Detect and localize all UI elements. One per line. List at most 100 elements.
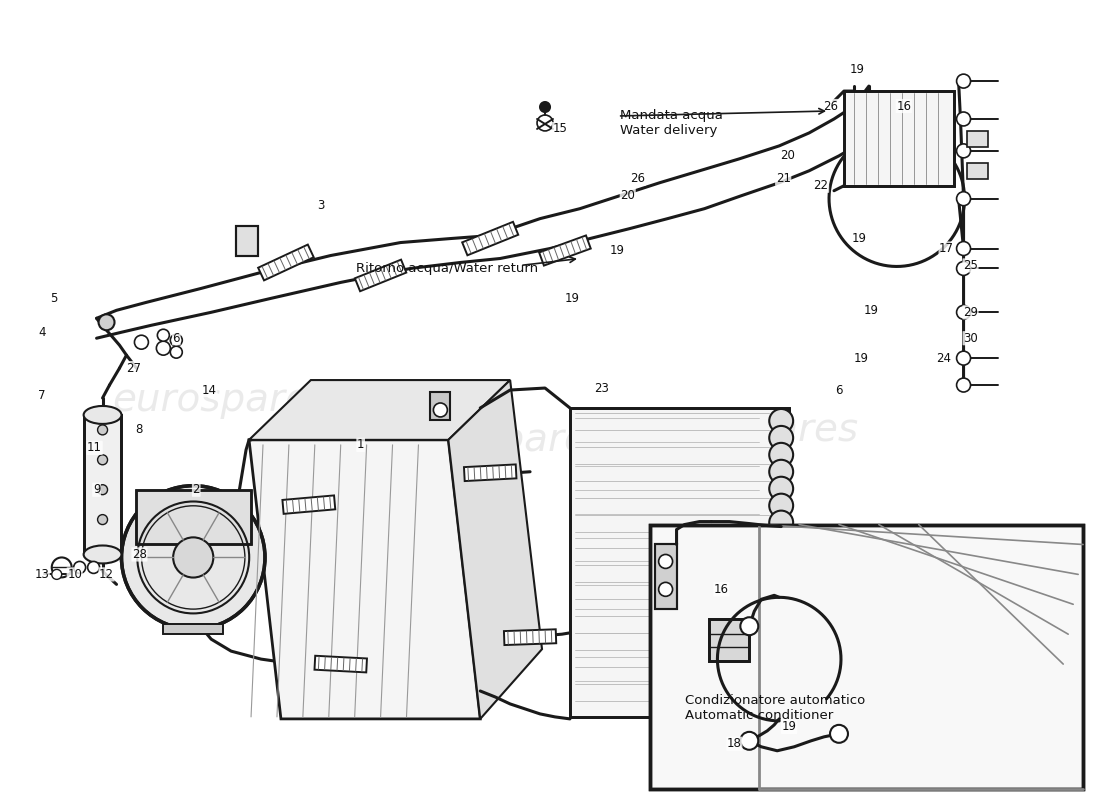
Circle shape <box>173 538 213 578</box>
Polygon shape <box>504 630 557 645</box>
Circle shape <box>769 697 793 721</box>
Circle shape <box>121 486 265 630</box>
Circle shape <box>170 334 183 346</box>
Text: 26: 26 <box>824 99 838 113</box>
Polygon shape <box>315 656 367 673</box>
Polygon shape <box>449 380 542 719</box>
Text: 19: 19 <box>609 244 625 257</box>
Text: 15: 15 <box>552 122 568 135</box>
Circle shape <box>540 102 550 112</box>
Text: 16: 16 <box>714 583 729 596</box>
Circle shape <box>769 578 793 602</box>
Bar <box>236 226 258 255</box>
Circle shape <box>769 409 793 433</box>
Bar <box>844 91 954 186</box>
Circle shape <box>769 426 793 450</box>
Text: 5: 5 <box>50 292 57 305</box>
Circle shape <box>769 494 793 518</box>
Bar <box>654 545 676 610</box>
Polygon shape <box>249 440 481 719</box>
Circle shape <box>52 570 62 579</box>
Bar <box>844 91 954 186</box>
Bar <box>570 408 789 717</box>
Circle shape <box>769 680 793 704</box>
Text: 19: 19 <box>851 232 867 245</box>
Polygon shape <box>539 235 591 266</box>
Text: 19: 19 <box>564 292 580 305</box>
Text: 27: 27 <box>126 362 141 374</box>
Bar <box>967 163 989 178</box>
Text: 26: 26 <box>630 172 646 186</box>
Text: 14: 14 <box>201 383 217 397</box>
Circle shape <box>830 725 848 743</box>
Text: eurospares: eurospares <box>392 421 608 459</box>
Polygon shape <box>464 465 516 481</box>
Circle shape <box>157 330 169 342</box>
Ellipse shape <box>84 406 121 424</box>
Text: 20: 20 <box>620 190 635 202</box>
Circle shape <box>88 562 100 574</box>
Bar <box>84 415 121 554</box>
Circle shape <box>957 112 970 126</box>
Text: 13: 13 <box>34 568 50 581</box>
Polygon shape <box>283 495 336 514</box>
Circle shape <box>957 242 970 255</box>
Circle shape <box>769 545 793 569</box>
Text: eurospares: eurospares <box>640 411 858 449</box>
Circle shape <box>52 558 72 578</box>
Circle shape <box>134 335 148 349</box>
Circle shape <box>98 455 108 465</box>
Circle shape <box>98 514 108 525</box>
Text: 19: 19 <box>864 304 879 317</box>
Text: eurospares: eurospares <box>112 381 330 419</box>
Circle shape <box>769 630 793 653</box>
Text: 10: 10 <box>67 568 82 581</box>
Circle shape <box>99 314 114 330</box>
Ellipse shape <box>84 546 121 563</box>
Text: 17: 17 <box>939 242 954 255</box>
Text: 8: 8 <box>135 423 143 436</box>
Bar <box>163 624 223 634</box>
Bar <box>967 131 989 147</box>
Circle shape <box>957 306 970 319</box>
Text: 18: 18 <box>727 738 741 750</box>
Circle shape <box>156 342 170 355</box>
Circle shape <box>769 646 793 670</box>
Text: 2: 2 <box>192 483 200 496</box>
Text: 12: 12 <box>99 568 114 581</box>
Text: 22: 22 <box>814 179 828 192</box>
Text: 23: 23 <box>594 382 609 394</box>
Text: 9: 9 <box>92 483 100 496</box>
Bar <box>654 545 676 610</box>
Bar <box>136 490 251 545</box>
Text: 6: 6 <box>173 332 180 345</box>
Text: 3: 3 <box>317 199 324 212</box>
Text: 4: 4 <box>39 326 45 338</box>
Text: 21: 21 <box>776 172 791 186</box>
Circle shape <box>957 74 970 88</box>
Circle shape <box>769 595 793 619</box>
Circle shape <box>769 663 793 687</box>
Bar <box>710 619 749 661</box>
Circle shape <box>769 612 793 636</box>
Bar <box>710 619 749 661</box>
Circle shape <box>659 554 672 569</box>
Circle shape <box>98 485 108 494</box>
Circle shape <box>769 460 793 484</box>
Bar <box>136 490 251 545</box>
Text: 6: 6 <box>835 383 843 397</box>
Text: 20: 20 <box>780 150 794 162</box>
Text: 30: 30 <box>964 332 978 345</box>
Circle shape <box>659 582 672 596</box>
Text: 19: 19 <box>849 62 865 76</box>
Circle shape <box>957 378 970 392</box>
Bar <box>430 392 450 420</box>
Polygon shape <box>355 260 406 291</box>
Circle shape <box>957 262 970 275</box>
Bar <box>570 408 789 717</box>
Circle shape <box>957 144 970 158</box>
Circle shape <box>769 477 793 501</box>
Circle shape <box>98 425 108 435</box>
Bar <box>163 624 223 634</box>
Bar <box>236 226 258 255</box>
